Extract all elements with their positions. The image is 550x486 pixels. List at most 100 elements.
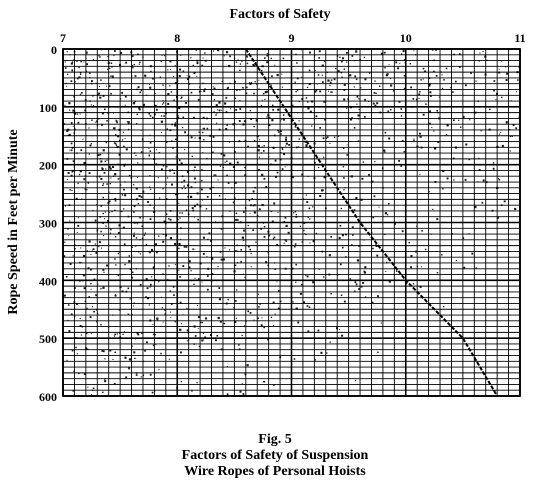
speckle bbox=[185, 246, 188, 248]
speckle bbox=[474, 205, 477, 209]
speckle bbox=[504, 66, 506, 68]
speckle bbox=[202, 57, 204, 59]
speckle bbox=[90, 143, 92, 145]
speckle bbox=[190, 57, 192, 59]
speckle bbox=[178, 242, 181, 246]
speckle bbox=[234, 264, 237, 267]
speckle bbox=[197, 328, 199, 330]
speckle bbox=[285, 145, 287, 147]
speckle bbox=[358, 288, 360, 290]
speckle bbox=[452, 91, 454, 93]
speckle bbox=[78, 76, 81, 79]
speckle bbox=[482, 51, 484, 53]
speckle bbox=[91, 249, 93, 251]
speckle bbox=[92, 248, 95, 251]
speckle bbox=[90, 104, 92, 106]
speckle bbox=[321, 74, 323, 76]
speckle bbox=[282, 57, 285, 60]
speckle bbox=[135, 237, 138, 239]
speckle bbox=[72, 255, 74, 257]
speckle bbox=[346, 144, 348, 146]
speckle bbox=[193, 116, 195, 119]
speckle bbox=[329, 84, 331, 86]
speckle bbox=[114, 294, 117, 297]
speckle bbox=[172, 75, 175, 78]
speckle bbox=[299, 292, 302, 295]
speckle bbox=[184, 188, 186, 190]
speckle bbox=[166, 128, 168, 130]
speckle bbox=[73, 132, 75, 134]
speckle bbox=[69, 189, 71, 191]
speckle bbox=[265, 185, 268, 188]
speckle bbox=[218, 287, 221, 289]
speckle bbox=[148, 83, 150, 85]
speckle bbox=[71, 146, 74, 149]
speckle bbox=[80, 149, 83, 151]
speckle bbox=[288, 144, 290, 146]
speckle bbox=[114, 258, 116, 260]
speckle bbox=[342, 166, 344, 168]
speckle bbox=[200, 321, 202, 324]
speckle bbox=[170, 68, 171, 70]
speckle bbox=[298, 146, 300, 147]
speckle bbox=[179, 159, 181, 162]
speckle bbox=[385, 74, 388, 77]
speckle bbox=[355, 50, 358, 53]
speckle bbox=[174, 321, 176, 323]
speckle bbox=[270, 316, 273, 318]
speckle bbox=[103, 271, 105, 273]
speckle bbox=[482, 179, 485, 182]
speckle bbox=[386, 261, 388, 264]
speckle bbox=[342, 57, 344, 60]
speckle bbox=[150, 283, 152, 286]
speckle bbox=[432, 208, 434, 210]
speckle bbox=[203, 139, 205, 141]
speckle bbox=[462, 115, 465, 118]
speckle bbox=[160, 120, 163, 123]
speckle bbox=[158, 281, 160, 283]
speckle bbox=[458, 66, 461, 68]
speckle bbox=[163, 55, 165, 57]
speckle bbox=[126, 121, 128, 123]
speckle bbox=[131, 55, 134, 57]
speckle bbox=[178, 75, 181, 77]
speckle bbox=[375, 92, 377, 94]
speckle bbox=[80, 73, 82, 75]
speckle bbox=[65, 205, 66, 207]
speckle bbox=[115, 264, 117, 266]
speckle bbox=[341, 76, 343, 78]
speckle bbox=[226, 51, 229, 54]
speckle bbox=[158, 369, 160, 371]
speckle bbox=[364, 98, 366, 101]
y-tick-label: 100 bbox=[39, 101, 57, 115]
speckle bbox=[235, 250, 237, 252]
speckle bbox=[413, 138, 415, 140]
speckle bbox=[83, 162, 86, 165]
speckle bbox=[110, 75, 112, 77]
speckle bbox=[430, 95, 432, 97]
speckle bbox=[122, 131, 124, 133]
speckle bbox=[76, 353, 78, 355]
speckle bbox=[218, 109, 221, 112]
speckle bbox=[227, 86, 229, 89]
speckle bbox=[84, 109, 87, 112]
speckle bbox=[315, 232, 318, 235]
speckle bbox=[306, 86, 309, 88]
speckle bbox=[153, 207, 155, 209]
speckle bbox=[99, 56, 101, 58]
speckle bbox=[196, 203, 199, 206]
speckle bbox=[97, 93, 99, 96]
speckle bbox=[276, 243, 279, 246]
speckle bbox=[165, 183, 167, 185]
speckle bbox=[253, 211, 256, 214]
speckle bbox=[144, 350, 146, 352]
speckle bbox=[74, 244, 76, 246]
speckle bbox=[160, 60, 162, 63]
speckle bbox=[515, 127, 518, 130]
speckle bbox=[191, 207, 194, 210]
speckle bbox=[269, 83, 271, 85]
speckle bbox=[98, 241, 101, 244]
speckle bbox=[261, 69, 263, 72]
speckle bbox=[129, 298, 131, 300]
speckle bbox=[110, 232, 112, 234]
